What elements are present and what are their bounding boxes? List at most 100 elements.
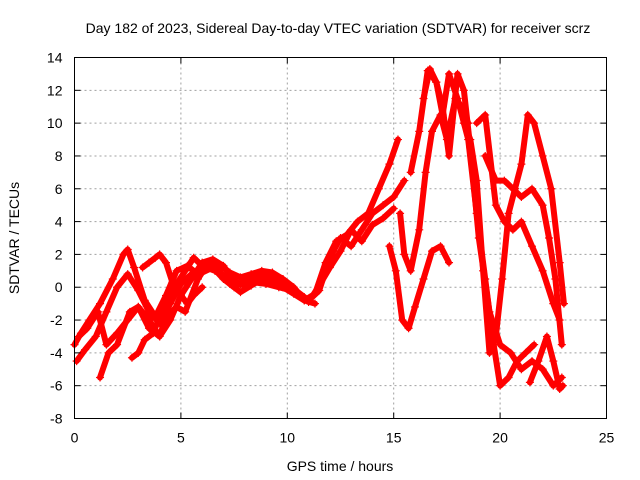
data-point [155,332,164,341]
data-point [379,214,388,223]
data-point [140,335,149,344]
y-tick-label: 8 [55,148,63,164]
data-point [425,64,434,73]
data-point [138,263,147,272]
data-point [104,348,113,357]
series-trace [482,153,565,348]
series-trace [73,177,408,365]
data-point [193,275,202,284]
data-point [445,151,454,160]
data-point [113,340,122,349]
data-point [368,209,377,218]
data-point [96,373,105,382]
data-point [274,283,283,292]
series-track-5 [127,253,309,362]
data-point [83,324,92,333]
data-point [421,168,430,177]
data-point [459,86,468,95]
data-point [172,266,181,275]
y-tick-label: 12 [47,82,63,98]
data-point [198,261,207,270]
data-point [557,340,566,349]
series-trace [473,111,563,323]
data-point [368,220,377,229]
data-point [189,253,198,262]
data-point [347,225,356,234]
data-point [479,266,488,275]
data-point [393,135,402,144]
data-point [436,242,445,251]
data-point [210,266,219,275]
data-point [325,263,334,272]
data-point [472,176,481,185]
series-trace [139,251,206,307]
data-point [262,279,271,288]
data-point [496,381,505,390]
data-point [517,160,526,169]
data-point [530,119,539,128]
data-point [521,348,530,357]
data-point [538,151,547,160]
data-point [504,209,513,218]
data-point [485,348,494,357]
data-point [538,266,547,275]
data-point [374,184,383,193]
data-point [496,340,505,349]
data-point [389,192,398,201]
x-tick-label: 25 [599,430,615,446]
data-point [508,225,517,234]
data-point [125,307,134,316]
data-point [396,209,405,218]
data-point [428,247,437,256]
data-point [549,299,558,308]
data-point [219,261,228,270]
data-point [406,266,415,275]
plot-frame [74,57,607,419]
series-track-11 [481,151,566,349]
data-point [336,234,345,242]
data-point [445,258,454,267]
data-point [130,263,139,272]
data-point [287,286,296,295]
data-point [453,69,462,78]
data-point [400,176,409,185]
data-point [517,365,526,374]
data-point [189,291,198,300]
data-point [545,234,554,242]
data-point [466,135,475,144]
data-point [315,281,324,290]
data-point [127,353,136,362]
y-axis-label: SDTVAR / TECUs [6,182,22,294]
data-point [415,225,424,234]
data-point [385,242,394,251]
data-point [517,217,526,226]
x-tick-label: 10 [280,430,296,446]
data-point [325,253,334,262]
y-tick-label: 2 [55,246,63,262]
data-point [525,378,534,387]
data-point [398,316,407,325]
x-tick-label: 15 [386,430,402,446]
data-series [70,64,568,393]
data-point [404,324,413,333]
data-point [491,332,500,341]
data-point [391,266,400,275]
data-point [149,329,158,338]
data-point [81,345,90,354]
data-point [445,69,454,78]
data-point [162,258,171,267]
data-point [144,258,153,267]
x-tick-label: 0 [71,430,79,446]
data-point [379,201,388,210]
data-point [181,266,190,275]
data-point [198,283,207,292]
data-point [559,299,568,308]
data-point [155,312,164,321]
data-point [310,299,319,308]
series-track-14 [525,332,567,393]
data-point [506,348,515,357]
y-tick-label: -2 [50,312,63,328]
data-point [534,357,543,366]
data-point [208,255,217,264]
